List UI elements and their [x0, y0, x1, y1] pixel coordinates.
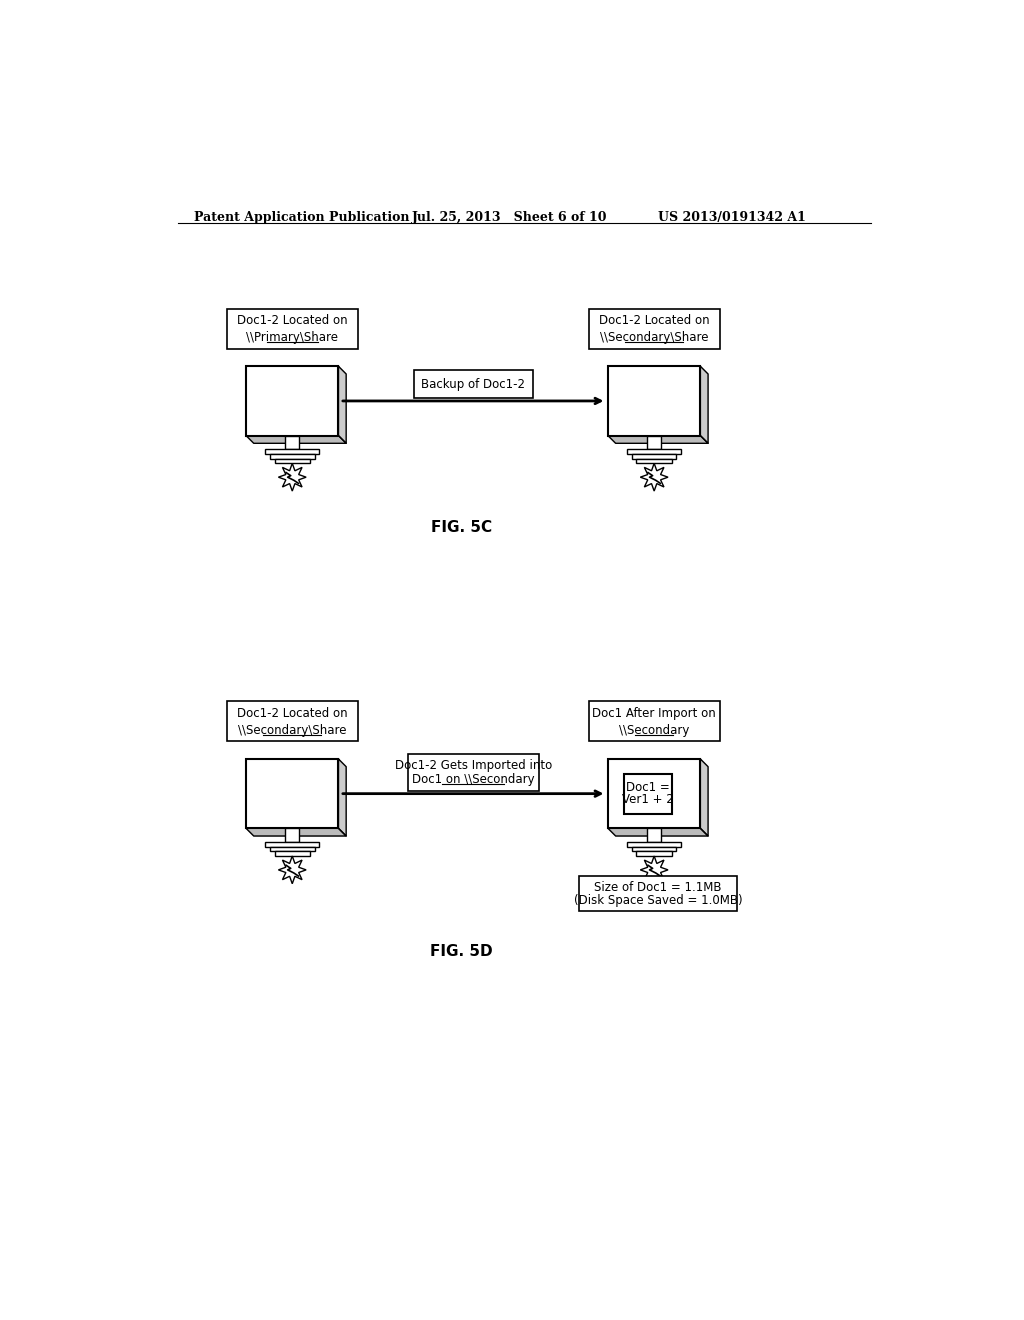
Text: Size of Doc1 = 1.1MB: Size of Doc1 = 1.1MB: [594, 880, 722, 894]
Polygon shape: [608, 829, 708, 836]
Text: Patent Application Publication: Patent Application Publication: [194, 211, 410, 224]
Polygon shape: [700, 367, 708, 444]
Polygon shape: [339, 367, 346, 444]
FancyBboxPatch shape: [246, 367, 339, 436]
FancyBboxPatch shape: [226, 701, 357, 742]
FancyBboxPatch shape: [589, 309, 720, 348]
Polygon shape: [608, 436, 708, 444]
Text: \\Secondary\Share: \\Secondary\Share: [600, 331, 709, 345]
Text: FIG. 5C: FIG. 5C: [431, 520, 493, 536]
FancyBboxPatch shape: [637, 459, 672, 463]
Polygon shape: [279, 463, 306, 491]
FancyBboxPatch shape: [625, 774, 672, 813]
FancyBboxPatch shape: [632, 454, 677, 459]
FancyBboxPatch shape: [628, 449, 681, 454]
Polygon shape: [279, 857, 306, 884]
Text: \\Secondary\Share: \\Secondary\Share: [238, 723, 346, 737]
FancyBboxPatch shape: [632, 847, 677, 851]
FancyBboxPatch shape: [274, 851, 310, 857]
Text: Ver1 + 2: Ver1 + 2: [623, 793, 674, 807]
FancyBboxPatch shape: [608, 759, 700, 829]
FancyBboxPatch shape: [274, 459, 310, 463]
FancyBboxPatch shape: [408, 754, 539, 791]
FancyBboxPatch shape: [580, 876, 737, 911]
FancyBboxPatch shape: [265, 842, 319, 847]
Text: \\Primary\Share: \\Primary\Share: [246, 331, 338, 345]
Polygon shape: [640, 463, 668, 491]
FancyBboxPatch shape: [414, 370, 532, 397]
Polygon shape: [700, 759, 708, 836]
Polygon shape: [246, 436, 346, 444]
Text: Doc1 After Import on: Doc1 After Import on: [592, 706, 716, 719]
Text: (Disk Space Saved = 1.0MB): (Disk Space Saved = 1.0MB): [573, 895, 742, 907]
Text: US 2013/0191342 A1: US 2013/0191342 A1: [658, 211, 806, 224]
FancyBboxPatch shape: [286, 829, 299, 842]
Text: Jul. 25, 2013   Sheet 6 of 10: Jul. 25, 2013 Sheet 6 of 10: [412, 211, 607, 224]
Text: \\Secondary: \\Secondary: [618, 723, 689, 737]
FancyBboxPatch shape: [608, 367, 700, 436]
FancyBboxPatch shape: [226, 309, 357, 348]
Text: Doc1 =: Doc1 =: [626, 781, 670, 795]
Text: Doc1-2 Located on: Doc1-2 Located on: [237, 706, 347, 719]
FancyBboxPatch shape: [265, 449, 319, 454]
Text: FIG. 5D: FIG. 5D: [430, 944, 493, 960]
FancyBboxPatch shape: [637, 851, 672, 857]
FancyBboxPatch shape: [270, 847, 314, 851]
Text: Doc1 on \\Secondary: Doc1 on \\Secondary: [412, 772, 535, 785]
Text: Backup of Doc1-2: Backup of Doc1-2: [421, 378, 525, 391]
FancyBboxPatch shape: [589, 701, 720, 742]
Text: Doc1-2 Located on: Doc1-2 Located on: [599, 314, 710, 327]
FancyBboxPatch shape: [647, 829, 662, 842]
FancyBboxPatch shape: [628, 842, 681, 847]
Text: Doc1-2 Gets Imported into: Doc1-2 Gets Imported into: [394, 759, 552, 772]
Polygon shape: [246, 829, 346, 836]
Polygon shape: [339, 759, 346, 836]
FancyBboxPatch shape: [286, 436, 299, 449]
FancyBboxPatch shape: [270, 454, 314, 459]
FancyBboxPatch shape: [246, 759, 339, 829]
Text: Doc1-2 Located on: Doc1-2 Located on: [237, 314, 347, 327]
FancyBboxPatch shape: [647, 436, 662, 449]
Polygon shape: [640, 857, 668, 884]
